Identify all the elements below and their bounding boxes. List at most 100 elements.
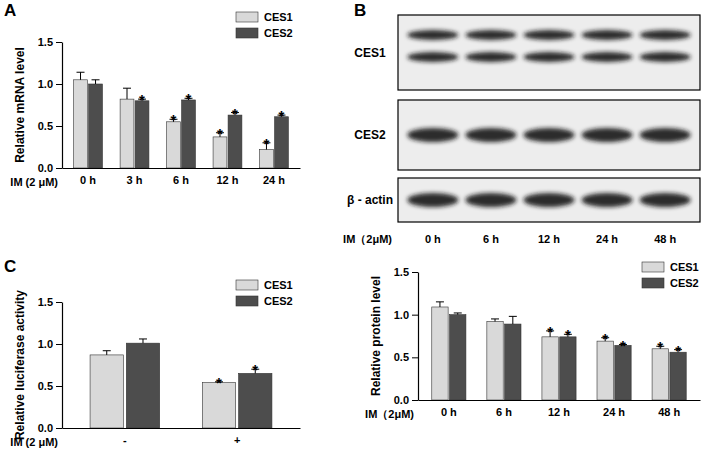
y-tick-label: 0.0	[38, 422, 53, 434]
significance: *	[232, 105, 238, 122]
bar	[597, 341, 613, 400]
legend-label: CES2	[670, 277, 699, 289]
y-tick: 1.0	[38, 78, 62, 90]
y-tick: 0.5	[394, 351, 418, 363]
y-tick: 0.5	[38, 120, 62, 132]
y-tick-label: 1.5	[394, 266, 409, 278]
bar	[182, 100, 196, 168]
band	[640, 193, 691, 207]
bar	[135, 101, 149, 168]
x-tick: 48 h	[658, 400, 680, 418]
y-tick-label: 1.0	[38, 78, 53, 90]
x-tick: 12 h	[548, 400, 570, 418]
significance: *	[217, 125, 223, 142]
bar	[432, 307, 448, 400]
error-bar	[509, 316, 517, 324]
x-tick-label: 12 h	[216, 174, 238, 186]
bar-chart: **0.00.51.01.5-+IM (2 μM)Relative lucife…	[4, 257, 301, 448]
lane-label: 48 h	[654, 233, 676, 245]
significance: *	[186, 90, 192, 107]
y-tick-label: 0.5	[38, 120, 53, 132]
significance: *	[264, 135, 270, 152]
bar	[90, 355, 123, 428]
row-label: CES2	[354, 128, 386, 142]
significance: *	[602, 330, 608, 347]
panel-label: A	[4, 1, 16, 20]
x-axis-line	[419, 400, 701, 401]
band	[523, 30, 574, 40]
y-axis-title: Relative mRNA level	[13, 47, 27, 163]
x-tick-label: 48 h	[658, 406, 680, 418]
y-tick-mark	[56, 126, 62, 127]
band	[523, 52, 574, 62]
bar	[505, 324, 521, 400]
y-axis-title: Relative luciferase activity	[13, 290, 27, 440]
band	[465, 52, 516, 62]
row-label: CES1	[354, 46, 386, 60]
lane-label: 12 h	[538, 233, 560, 245]
significance: *	[279, 107, 285, 124]
y-tick-label: 1.5	[38, 296, 53, 308]
y-tick-label: 0.0	[394, 394, 409, 406]
significance: *	[657, 338, 663, 355]
legend-swatch	[236, 12, 258, 22]
x-tick: +	[234, 428, 240, 446]
legend: CES1 CES2	[236, 279, 293, 307]
x-tick-label: 12 h	[548, 406, 570, 418]
x-tick: 12 h	[216, 168, 238, 186]
error-bar	[123, 88, 131, 99]
x-tick-label: 0 h	[80, 174, 96, 186]
y-tick: 0.0	[394, 394, 418, 406]
x-tick: 3 h	[127, 168, 143, 186]
bar	[542, 337, 558, 400]
y-tick-mark	[412, 272, 418, 273]
bar	[487, 321, 503, 400]
y-tick-label: 1.0	[38, 338, 53, 350]
y-tick: 1.5	[38, 296, 62, 308]
band	[640, 52, 691, 62]
y-tick-mark	[56, 42, 62, 43]
y-axis: 0.00.51.01.5	[38, 296, 63, 434]
x-tick-label: 6 h	[496, 406, 512, 418]
y-tick: 1.0	[394, 309, 418, 321]
x-axis: -+	[63, 428, 301, 446]
band	[582, 30, 633, 40]
x-tick: 24 h	[603, 400, 625, 418]
treatment-label: IM（2μM)	[343, 233, 392, 246]
legend-label: CES2	[264, 27, 293, 39]
band	[640, 30, 691, 40]
x-tick: 24 h	[263, 168, 285, 186]
bar	[126, 343, 159, 428]
panel-label: B	[354, 1, 366, 20]
lane-label: 6 h	[483, 233, 499, 245]
bar	[450, 315, 466, 400]
significance: *	[216, 374, 222, 391]
blot-panel	[398, 15, 700, 90]
figure: *******0.00.51.01.50 h3 h6 h12 h24 hIM (…	[0, 0, 709, 460]
y-tick-mark	[56, 386, 62, 387]
blot-panel	[398, 100, 700, 170]
legend-label: CES2	[264, 295, 293, 307]
x-tick: 0 h	[80, 168, 96, 186]
significance: *	[171, 111, 177, 128]
error-bar	[103, 351, 111, 355]
error-bar	[454, 313, 462, 315]
x-tick: 6 h	[496, 400, 512, 418]
lane-label: 24 h	[596, 233, 618, 245]
y-tick: 1.5	[394, 266, 418, 278]
y-tick: 0.0	[38, 162, 62, 174]
significance: *	[252, 361, 258, 378]
lane-label: 0 h	[425, 233, 441, 245]
x-tick-label: 6 h	[173, 174, 189, 186]
y-tick-label: 1.5	[38, 36, 53, 48]
x-tick: 0 h	[441, 400, 457, 418]
x-axis-title: IM（2μM)	[365, 408, 414, 421]
y-tick: 1.0	[38, 338, 62, 350]
x-tick-label: 24 h	[603, 406, 625, 418]
bands	[407, 128, 690, 142]
legend-swatch	[236, 296, 258, 306]
plot-area	[432, 302, 686, 400]
bands	[407, 30, 690, 62]
y-tick-mark	[56, 168, 62, 169]
legend-label: CES1	[264, 279, 293, 291]
